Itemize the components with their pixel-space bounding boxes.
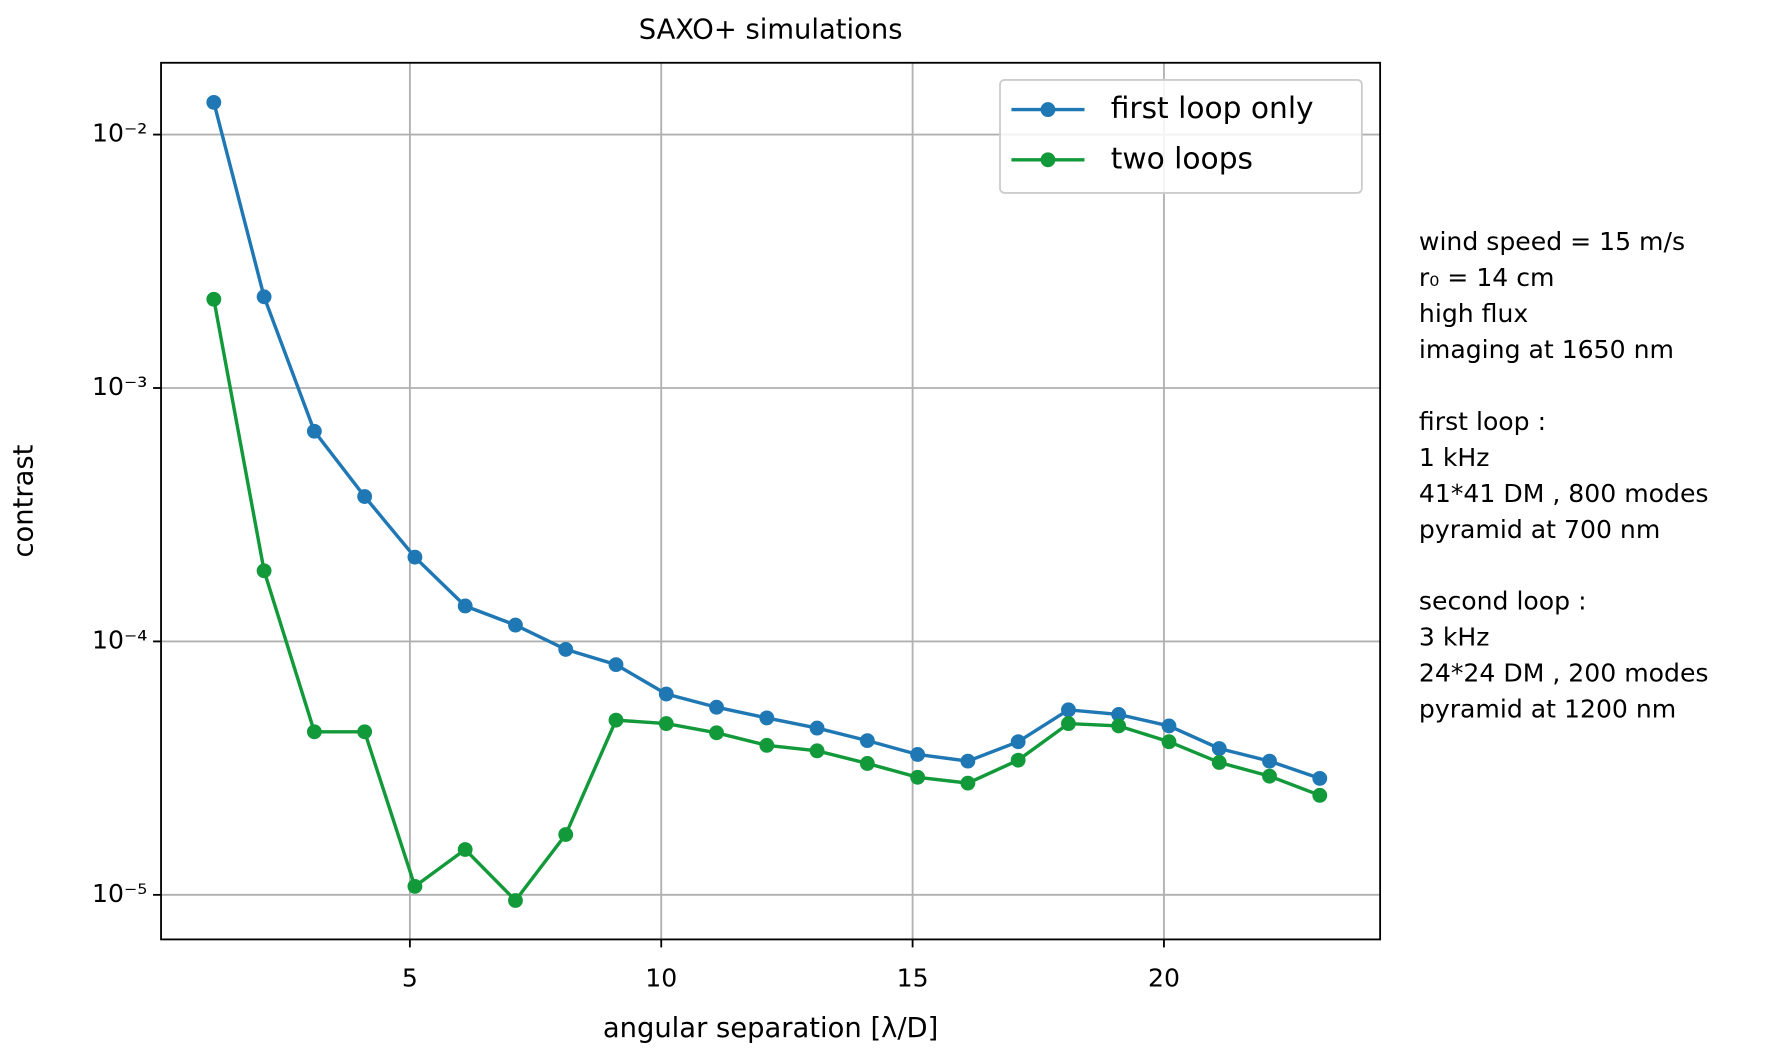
legend-marker <box>1040 102 1056 117</box>
data-point <box>206 291 222 307</box>
data-point <box>457 598 473 614</box>
data-point <box>457 842 473 857</box>
annotation: first loop : <box>1419 407 1546 436</box>
data-point <box>759 710 775 726</box>
data-point <box>508 893 523 908</box>
data-point <box>1010 734 1026 750</box>
x-tick-label: 5 <box>402 963 418 992</box>
annotation: 3 kHz <box>1419 623 1490 652</box>
y-tick-label: 10⁻⁵ <box>92 879 147 908</box>
series-line <box>212 101 1321 781</box>
data-point <box>859 756 875 771</box>
annotation: 41*41 DM , 800 modes <box>1419 479 1709 508</box>
data-point <box>759 737 775 753</box>
y-axis-label: contrast <box>9 444 40 557</box>
data-point <box>1061 702 1076 718</box>
annotation: high flux <box>1419 299 1528 328</box>
chart-title: SAXO+ simulations <box>639 14 903 45</box>
data-point <box>1211 755 1227 770</box>
annotation: pyramid at 700 nm <box>1419 515 1660 544</box>
data-point <box>407 549 423 565</box>
data-point <box>1061 716 1076 732</box>
legend-label: two loops <box>1111 140 1253 175</box>
data-point <box>1161 718 1177 734</box>
data-point <box>357 489 373 504</box>
data-point <box>709 725 724 741</box>
data-point <box>558 827 574 842</box>
data-point <box>910 747 926 762</box>
x-tick-label: 20 <box>1148 963 1180 992</box>
annotation: wind speed = 15 m/s <box>1419 227 1685 256</box>
legend-label: first loop only <box>1111 90 1314 125</box>
y-tick-label: 10⁻² <box>92 119 147 148</box>
y-tick-label: 10⁻⁴ <box>92 625 147 654</box>
x-tick-label: 10 <box>645 963 677 992</box>
data-point <box>608 712 624 728</box>
annotation: 1 kHz <box>1419 443 1490 472</box>
data-point <box>256 563 272 579</box>
data-point <box>1211 741 1227 756</box>
data-point <box>1262 768 1277 784</box>
data-point <box>859 733 875 749</box>
annotation: pyramid at 1200 nm <box>1419 695 1676 724</box>
data-point <box>960 753 976 769</box>
data-point <box>809 743 825 759</box>
data-point <box>1161 734 1177 750</box>
annotation: imaging at 1650 nm <box>1419 335 1674 364</box>
data-point <box>306 423 322 439</box>
data-point <box>608 657 624 673</box>
x-tick-label: 15 <box>897 963 929 992</box>
x-axis-label: angular separation [λ/D] <box>603 1013 938 1044</box>
legend-box <box>999 78 1363 194</box>
data-point <box>256 289 272 305</box>
y-tick-label: 10⁻³ <box>92 372 147 401</box>
data-point <box>357 724 373 740</box>
data-point <box>407 878 423 894</box>
data-point <box>709 699 724 715</box>
data-point <box>306 724 322 740</box>
data-point <box>1010 752 1026 768</box>
data-point <box>558 641 574 657</box>
annotation: second loop : <box>1419 587 1587 616</box>
legend-marker <box>1040 152 1056 168</box>
data-point <box>658 716 674 732</box>
data-point <box>658 686 674 702</box>
annotation: r₀ = 14 cm <box>1419 263 1555 292</box>
annotation: 24*24 DM , 200 modes <box>1419 659 1709 688</box>
data-point <box>206 94 222 110</box>
data-point <box>508 617 523 633</box>
data-point <box>1312 771 1328 786</box>
data-point <box>910 769 926 785</box>
data-point <box>1312 787 1328 803</box>
data-point <box>1111 707 1127 722</box>
series-line <box>212 298 1321 904</box>
data-point <box>809 720 825 736</box>
data-point <box>1111 718 1127 734</box>
plot-frame <box>160 61 1382 941</box>
data-point <box>1262 753 1277 769</box>
data-point <box>960 775 976 791</box>
